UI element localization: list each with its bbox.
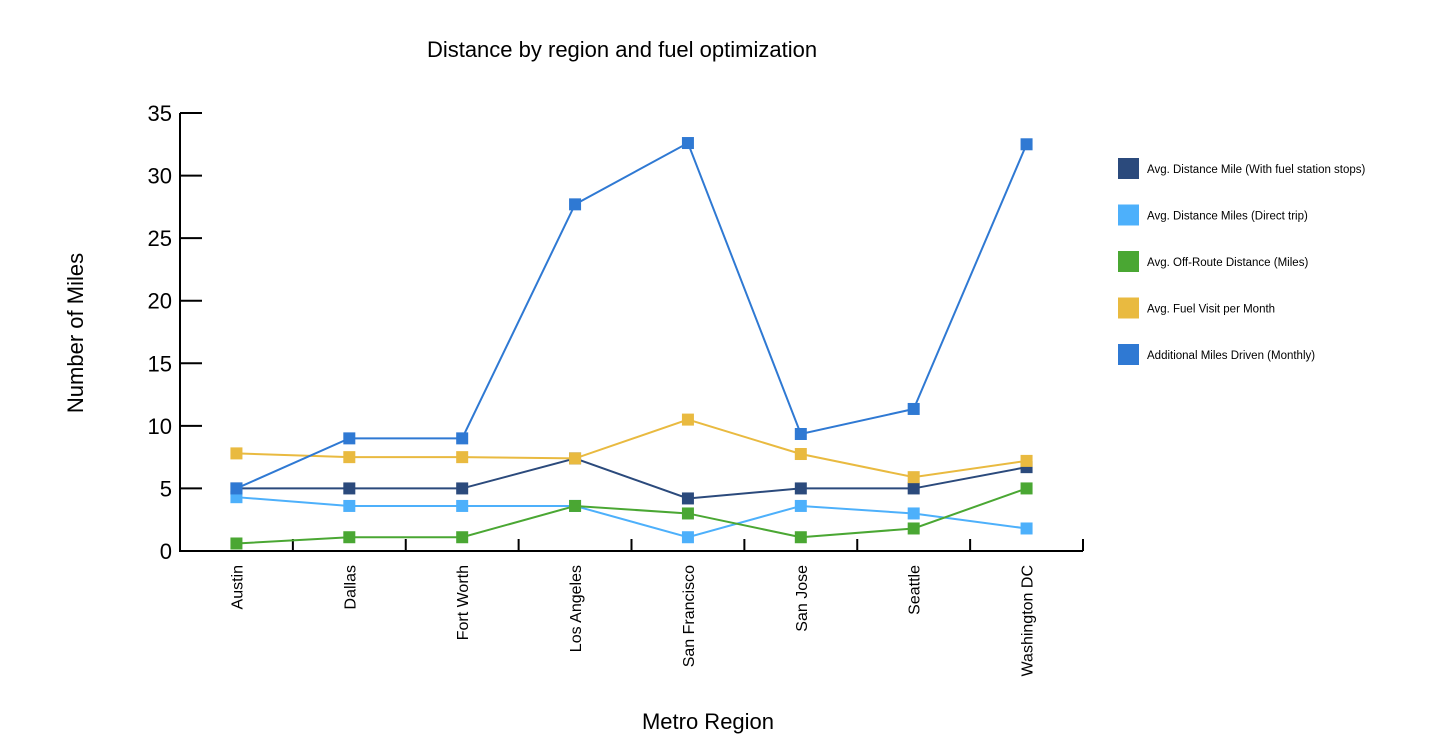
data-point (794, 531, 807, 544)
data-point (456, 499, 469, 512)
x-tick-label: Austin (229, 565, 246, 609)
data-point (343, 499, 356, 512)
legend-swatch (1118, 204, 1139, 226)
y-tick-label: 15 (148, 351, 172, 376)
data-point (456, 451, 469, 464)
legend-swatch (1118, 297, 1139, 319)
data-point (907, 402, 920, 415)
series-avg-off-route-distance-miles (230, 482, 1033, 550)
legend-swatch (1118, 251, 1139, 272)
y-tick-label: 25 (148, 226, 172, 251)
x-tick-label: San Francisco (681, 565, 698, 667)
data-point (230, 447, 243, 460)
y-tick-label: 20 (148, 289, 172, 314)
x-tick-label: Washington DC (1020, 565, 1037, 676)
legend-label: Additional Miles Driven (Monthly) (1147, 350, 1315, 362)
data-point (456, 432, 469, 445)
legend-label: Avg. Fuel Visit per Month (1147, 304, 1275, 316)
data-point (230, 537, 243, 550)
data-point (569, 452, 582, 465)
data-point (1020, 454, 1033, 467)
data-point (569, 198, 582, 211)
data-point (230, 482, 243, 495)
legend-item: Avg. Distance Miles (Direct trip) (1118, 204, 1308, 226)
data-point (343, 451, 356, 464)
data-point (907, 522, 920, 535)
series-line (236, 418, 1027, 479)
data-point (681, 507, 694, 520)
y-tick-label: 35 (148, 101, 172, 126)
data-point (907, 471, 920, 484)
chart-title: Distance by region and fuel optimization (427, 37, 817, 62)
y-tick-label: 0 (160, 539, 172, 564)
data-point (456, 482, 469, 495)
series-additional-miles-driven-monthly (230, 137, 1033, 495)
data-point (343, 432, 356, 445)
series-avg-fuel-visit-per-month (230, 413, 1033, 484)
data-point (1020, 138, 1033, 151)
series-line (236, 496, 1027, 539)
data-point (907, 507, 920, 520)
data-point (681, 137, 694, 150)
legend-item: Avg. Fuel Visit per Month (1118, 297, 1275, 319)
x-axis-label: Metro Region (642, 709, 774, 734)
series-line (236, 141, 1028, 490)
data-point (794, 448, 807, 461)
legend-item: Avg. Distance Mile (With fuel station st… (1118, 158, 1366, 179)
x-tick-label: Seattle (907, 565, 924, 615)
data-point (681, 531, 694, 544)
legend-label: Avg. Off-Route Distance (Miles) (1147, 257, 1308, 269)
data-point (681, 413, 694, 426)
legend-swatch (1118, 344, 1139, 365)
data-point (343, 531, 356, 544)
y-tick-label: 5 (160, 476, 172, 501)
x-tick-label: Fort Worth (455, 565, 472, 640)
data-point (456, 531, 469, 544)
legend-item: Avg. Off-Route Distance (Miles) (1118, 251, 1308, 272)
data-point (794, 427, 807, 440)
data-point (343, 482, 356, 495)
data-point (681, 492, 694, 505)
y-tick-label: 10 (148, 414, 172, 439)
data-point (907, 482, 920, 495)
legend-item: Additional Miles Driven (Monthly) (1118, 344, 1315, 365)
data-point (794, 482, 807, 495)
data-point (569, 499, 582, 512)
legend-label: Avg. Distance Mile (With fuel station st… (1147, 164, 1366, 176)
x-tick-label: Los Angeles (568, 565, 585, 652)
data-point (1020, 522, 1033, 535)
x-tick-label: Dallas (342, 565, 359, 609)
legend-swatch (1118, 158, 1139, 179)
data-point (1020, 482, 1033, 495)
legend-label: Avg. Distance Miles (Direct trip) (1147, 211, 1308, 223)
y-axis-label: Number of Miles (63, 253, 88, 413)
y-tick-label: 30 (148, 164, 172, 189)
series-line (236, 457, 1027, 500)
series-line (236, 487, 1027, 545)
x-tick-label: San Jose (794, 565, 811, 632)
data-point (794, 499, 807, 512)
